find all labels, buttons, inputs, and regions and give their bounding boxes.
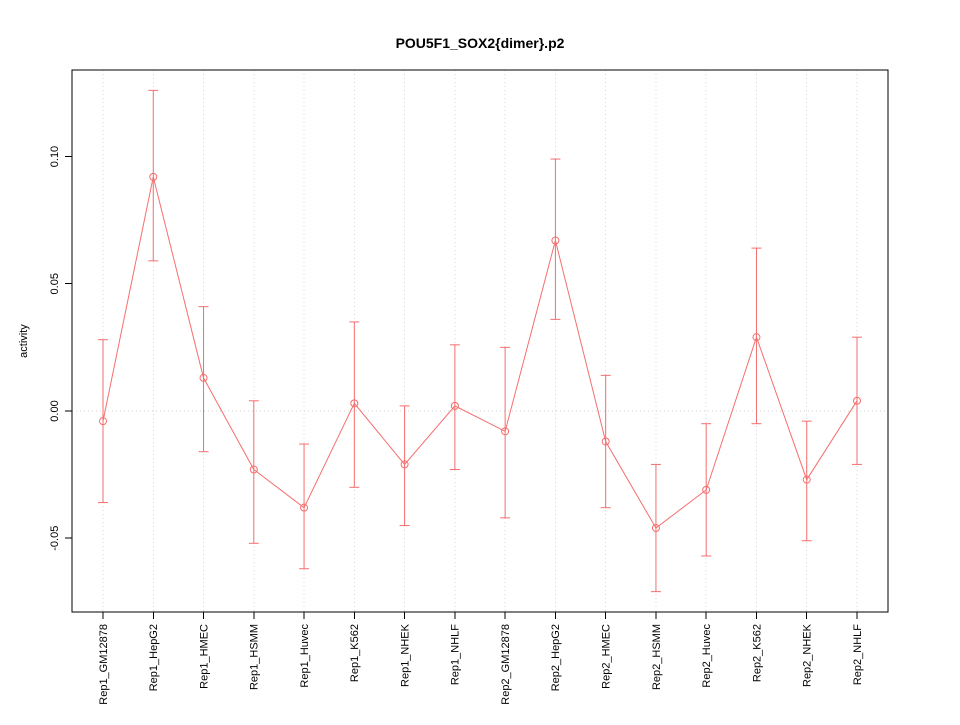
x-tick-label: Rep2_K562 bbox=[751, 624, 763, 682]
data-point-marker bbox=[802, 475, 811, 484]
x-tick-label: Rep1_GM12878 bbox=[98, 624, 110, 705]
data-point-marker bbox=[601, 437, 610, 446]
data-point-marker bbox=[149, 172, 158, 181]
y-tick-label: -0.05 bbox=[49, 526, 61, 551]
x-tick-label: Rep2_NHEK bbox=[802, 623, 814, 687]
data-point-marker bbox=[99, 417, 107, 426]
y-axis-label: activity bbox=[18, 324, 30, 358]
y-tick-label: 0.00 bbox=[49, 400, 61, 421]
plot-border bbox=[71, 69, 889, 613]
data-point-marker bbox=[400, 460, 409, 469]
chart-title: POU5F1_SOX2{dimer}.p2 bbox=[396, 35, 565, 51]
x-tick-label: Rep1_K562 bbox=[349, 624, 361, 682]
data-point-marker bbox=[752, 333, 761, 342]
x-tick-label: Rep1_HSMM bbox=[249, 624, 261, 690]
data-point-marker bbox=[651, 524, 660, 533]
x-tick-label: Rep2_HSMM bbox=[651, 624, 663, 690]
data-point-marker bbox=[501, 427, 510, 436]
x-tick-label: Rep1_HMEC bbox=[198, 624, 210, 689]
x-tick-label: Rep2_Huvec bbox=[701, 624, 713, 688]
x-tick-label: Rep2_NHLF bbox=[852, 624, 864, 685]
data-point-marker bbox=[249, 465, 258, 474]
data-point-marker bbox=[702, 485, 711, 494]
x-tick-label: Rep1_Huvec bbox=[299, 624, 311, 688]
x-tick-label: Rep1_HepG2 bbox=[148, 624, 160, 691]
x-tick-label: Rep2_HMEC bbox=[601, 624, 613, 689]
data-point-marker bbox=[300, 503, 309, 512]
x-tick-label: Rep1_NHEK bbox=[399, 623, 411, 687]
data-point-marker bbox=[450, 401, 459, 410]
data-point-marker bbox=[853, 396, 861, 405]
y-tick-label: 0.10 bbox=[49, 146, 61, 167]
data-point-marker bbox=[350, 399, 359, 408]
y-tick-label: 0.05 bbox=[49, 273, 61, 294]
x-tick-label: Rep2_HepG2 bbox=[550, 624, 562, 691]
chart-layers: -0.05 0.00 0.05 0.10 Rep1_GM12878 Rep1_HepG2 R… bbox=[49, 69, 889, 705]
series-line bbox=[102, 176, 858, 529]
x-tick-label: Rep1_NHLF bbox=[450, 624, 462, 685]
x-tick-label: Rep2_GM12878 bbox=[500, 624, 512, 705]
data-point-marker bbox=[199, 373, 208, 382]
data-point-marker bbox=[551, 236, 560, 245]
